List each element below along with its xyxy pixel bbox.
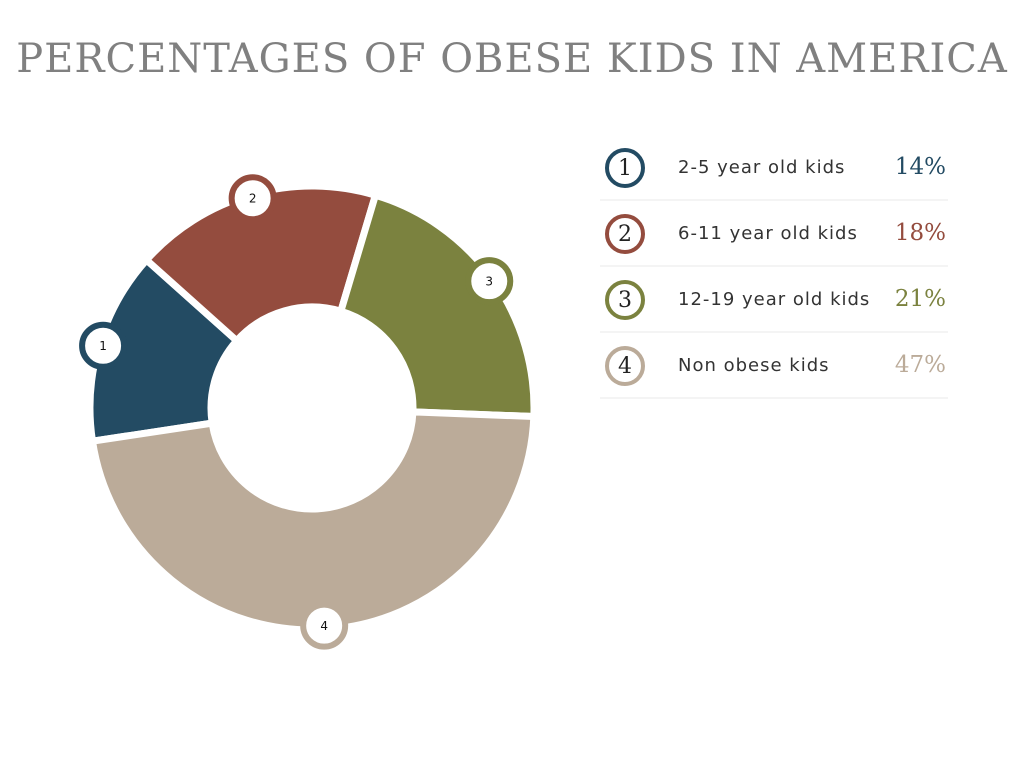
segment-index: 2 (249, 192, 257, 206)
segment-marker (465, 257, 514, 306)
legend-value: 14% (895, 154, 946, 180)
donut-segment (141, 182, 380, 346)
segment-marker (300, 601, 349, 650)
donut-segment (88, 408, 538, 634)
legend-index: 3 (618, 288, 632, 313)
legend-label: 6-11 year old kids (678, 223, 858, 244)
legend-value: 47% (895, 352, 946, 378)
legend-marker (605, 214, 645, 254)
donut-segment (86, 255, 242, 446)
chart-title: PERCENTAGES OF OBESE KIDS IN AMERICA (16, 36, 1008, 82)
donut-segment (336, 190, 538, 421)
legend-marker (605, 346, 645, 386)
segment-marker (228, 174, 277, 223)
legend-marker (605, 280, 645, 320)
legend-marker (605, 148, 645, 188)
legend-value: 18% (895, 220, 946, 246)
legend-value: 21% (895, 286, 946, 312)
segment-index: 1 (99, 339, 107, 353)
legend-label: 2-5 year old kids (678, 157, 845, 178)
segment-index: 4 (320, 619, 328, 633)
legend-label: 12-19 year old kids (678, 289, 870, 310)
segment-index: 3 (485, 275, 493, 289)
legend-index: 4 (618, 354, 632, 379)
legend-index: 1 (618, 156, 632, 181)
legend-index: 2 (618, 222, 632, 247)
legend-label: Non obese kids (678, 355, 830, 376)
segment-marker (79, 321, 128, 370)
